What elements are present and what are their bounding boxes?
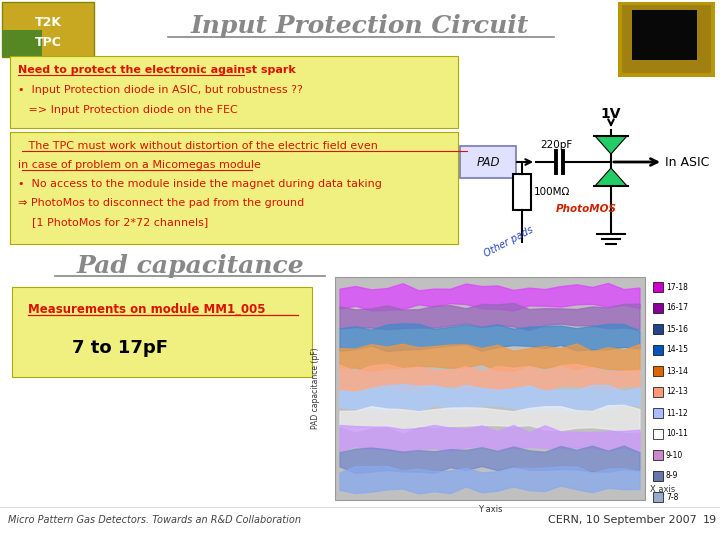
Polygon shape (340, 467, 640, 494)
FancyBboxPatch shape (632, 10, 697, 60)
Polygon shape (340, 406, 640, 433)
Text: in case of problem on a Micomegas module: in case of problem on a Micomegas module (18, 160, 261, 170)
FancyBboxPatch shape (653, 471, 663, 481)
Text: 9-10: 9-10 (666, 450, 683, 460)
Text: 10-11: 10-11 (666, 429, 688, 438)
Text: Pad capacitance: Pad capacitance (76, 254, 304, 278)
Text: 7 to 17pF: 7 to 17pF (72, 339, 168, 357)
Text: Y axis: Y axis (478, 505, 503, 515)
FancyBboxPatch shape (618, 2, 715, 77)
Text: CERN, 10 September 2007: CERN, 10 September 2007 (548, 515, 697, 525)
Text: [1 PhotoMos for 2*72 channels]: [1 PhotoMos for 2*72 channels] (18, 217, 208, 227)
Text: T2K: T2K (35, 16, 61, 29)
Text: PAD: PAD (476, 156, 500, 168)
FancyBboxPatch shape (653, 345, 663, 355)
Text: 7-8: 7-8 (666, 492, 678, 502)
FancyBboxPatch shape (653, 282, 663, 292)
FancyBboxPatch shape (653, 324, 663, 334)
Text: Other pads: Other pads (482, 225, 535, 259)
FancyBboxPatch shape (653, 492, 663, 502)
Text: 11-12: 11-12 (666, 408, 688, 417)
Text: TPC: TPC (35, 36, 61, 49)
Polygon shape (340, 324, 640, 352)
FancyBboxPatch shape (513, 174, 531, 210)
Text: 12-13: 12-13 (666, 388, 688, 396)
FancyBboxPatch shape (653, 429, 663, 439)
Text: 14-15: 14-15 (666, 346, 688, 354)
Text: X axis: X axis (650, 485, 675, 495)
Text: 220pF: 220pF (540, 140, 572, 150)
Polygon shape (340, 364, 640, 392)
FancyBboxPatch shape (653, 387, 663, 397)
FancyBboxPatch shape (653, 366, 663, 376)
Polygon shape (340, 303, 640, 330)
Text: Micro Pattern Gas Detectors. Towards an R&D Collaboration: Micro Pattern Gas Detectors. Towards an … (8, 515, 301, 525)
Text: •  No access to the module inside the magnet during data taking: • No access to the module inside the mag… (18, 179, 382, 189)
Text: 15-16: 15-16 (666, 325, 688, 334)
Polygon shape (340, 384, 640, 413)
Text: => Input Protection diode on the FEC: => Input Protection diode on the FEC (18, 105, 238, 115)
FancyBboxPatch shape (335, 277, 645, 500)
Text: 19: 19 (703, 515, 717, 525)
FancyBboxPatch shape (653, 303, 663, 313)
Text: ⇒ PhotoMos to disconnect the pad from the ground: ⇒ PhotoMos to disconnect the pad from th… (18, 198, 305, 208)
Text: PhotoMOS: PhotoMOS (556, 204, 616, 214)
FancyBboxPatch shape (653, 450, 663, 460)
Text: 13-14: 13-14 (666, 367, 688, 375)
Polygon shape (340, 344, 640, 372)
Text: In ASIC: In ASIC (665, 156, 709, 168)
Text: Need to protect the electronic against spark: Need to protect the electronic against s… (18, 65, 296, 75)
Polygon shape (340, 284, 640, 311)
Text: 17-18: 17-18 (666, 282, 688, 292)
FancyBboxPatch shape (653, 408, 663, 418)
FancyBboxPatch shape (2, 30, 42, 57)
FancyBboxPatch shape (12, 287, 312, 377)
Text: Input Protection Circuit: Input Protection Circuit (191, 14, 529, 38)
Text: 8-9: 8-9 (666, 471, 678, 481)
Text: 100MΩ: 100MΩ (534, 187, 570, 197)
FancyBboxPatch shape (622, 5, 711, 73)
Text: 1V: 1V (600, 107, 621, 121)
Text: 16-17: 16-17 (666, 303, 688, 313)
Text: •  Input Protection diode in ASIC, but robustness ??: • Input Protection diode in ASIC, but ro… (18, 85, 303, 95)
FancyBboxPatch shape (10, 56, 458, 128)
FancyBboxPatch shape (2, 2, 94, 57)
Polygon shape (340, 446, 640, 474)
Polygon shape (595, 136, 627, 154)
Polygon shape (340, 426, 640, 453)
Text: The TPC must work without distortion of the electric field even: The TPC must work without distortion of … (18, 141, 378, 151)
Polygon shape (595, 168, 627, 186)
FancyBboxPatch shape (460, 146, 516, 178)
Text: Measurements on module MM1_005: Measurements on module MM1_005 (28, 302, 266, 315)
FancyBboxPatch shape (10, 132, 458, 244)
Text: PAD capacitance (pF): PAD capacitance (pF) (310, 348, 320, 429)
